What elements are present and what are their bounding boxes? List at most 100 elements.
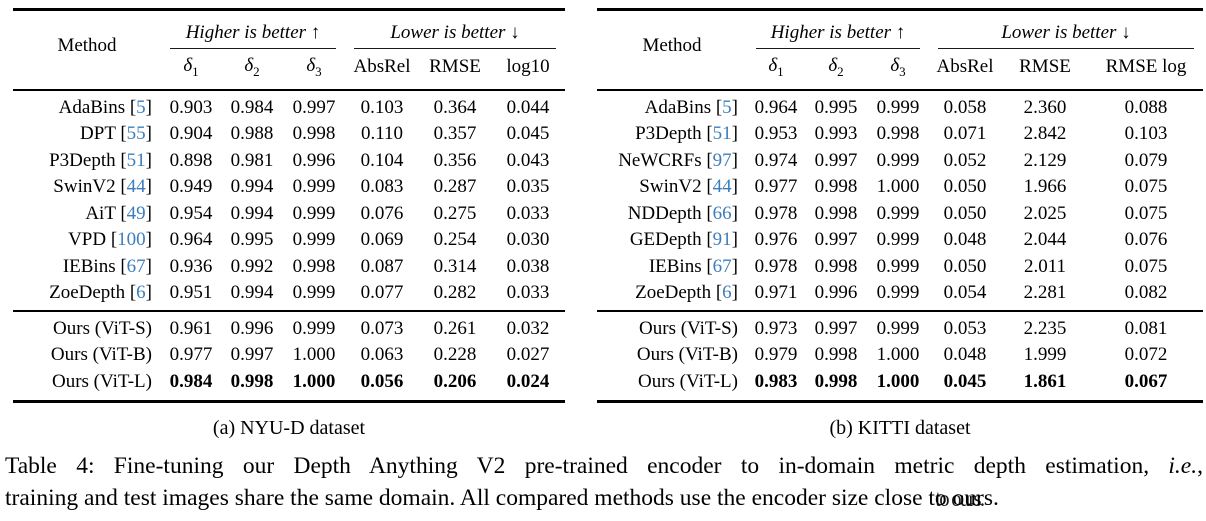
metric-value-cell: 0.953 [754, 123, 798, 145]
metric-value-cell: 0.979 [754, 344, 798, 366]
method-cell: Ours (ViT-S) [53, 317, 152, 339]
method-cell: IEBins [67] [62, 255, 152, 277]
metric-value-cell: 1.000 [876, 370, 920, 392]
metric-value-cell: 0.079 [1124, 149, 1168, 171]
metric-value-cell: 0.357 [433, 123, 477, 145]
metric-header: AbsRel [353, 56, 411, 78]
metric-value-cell: 0.035 [506, 176, 550, 198]
metric-value-cell: 0.999 [876, 149, 920, 171]
metric-value-cell: 0.058 [943, 96, 987, 118]
caption-ie: i.e. [1168, 453, 1198, 479]
group-header-label: Higher is better [770, 22, 896, 43]
citation-link[interactable]: 55 [126, 123, 146, 145]
metric-value-cell: 0.033 [506, 282, 550, 304]
table-row: GEDepth [91] 0.976 0.997 0.999 0.048 2.044 0.0… [597, 227, 1203, 254]
metric-value-cell: 2.235 [1023, 317, 1067, 339]
metric-value-cell: 0.075 [1124, 255, 1168, 277]
metric-value-cell: 0.984 [169, 370, 213, 392]
metric-value-cell: 1.000 [876, 344, 920, 366]
table-row: P3Depth [51] 0.898 0.981 0.996 0.104 0.356 0.0… [13, 148, 565, 175]
method-cell: ZoeDepth [6] [635, 282, 738, 304]
citation-link[interactable]: 51 [712, 123, 732, 145]
group-header-label: Higher is better [185, 22, 311, 43]
metric-value-cell: 1.861 [1023, 370, 1067, 392]
metric-value-cell: 0.045 [506, 123, 550, 145]
metric-value-cell: 0.050 [943, 255, 987, 277]
metric-value-cell: 0.998 [876, 123, 920, 145]
metric-header: δ2 [244, 55, 260, 79]
up-arrow-icon: ↑ [895, 22, 906, 43]
metric-value-cell: 0.997 [230, 344, 274, 366]
metric-value-cell: 0.998 [814, 344, 858, 366]
citation-link[interactable]: 51 [126, 149, 146, 171]
method-cell: SwinV2 [44] [53, 176, 152, 198]
metric-value-cell: 2.044 [1023, 229, 1067, 251]
method-cell: NDDepth [66] [627, 202, 738, 224]
citation-link[interactable]: 44 [712, 176, 732, 198]
metric-value-cell: 2.025 [1023, 202, 1067, 224]
metric-value-cell: 0.287 [433, 176, 477, 198]
metric-value-cell: 0.997 [814, 317, 858, 339]
metric-value-cell: 0.992 [230, 255, 274, 277]
metric-value-cell: 1.966 [1023, 176, 1067, 198]
method-cell: VPD [100] [68, 229, 152, 251]
metric-value-cell: 0.976 [754, 229, 798, 251]
table-row: IEBins [67] 0.978 0.998 0.999 0.050 2.011 0.07… [597, 254, 1203, 281]
metric-value-cell: 0.027 [506, 344, 550, 366]
citation-link[interactable]: 67 [712, 255, 732, 277]
metric-value-cell: 0.995 [230, 229, 274, 251]
method-cell: P3Depth [51] [635, 123, 738, 145]
group-header-higher: Higher is better ↑ [161, 10, 345, 49]
metric-value-cell: 0.971 [754, 282, 798, 304]
metric-value-cell: 0.073 [360, 317, 404, 339]
method-cell: Ours (ViT-L) [637, 370, 738, 392]
metric-value-cell: 2.360 [1023, 96, 1067, 118]
metric-value-cell: 0.076 [1124, 229, 1168, 251]
metric-value-cell: 0.044 [506, 96, 550, 118]
citation-link[interactable]: 67 [126, 255, 146, 277]
citation-link[interactable]: 44 [126, 176, 146, 198]
metric-value-cell: 0.964 [754, 96, 798, 118]
metric-value-cell: 0.951 [169, 282, 213, 304]
citation-link[interactable]: 5 [722, 96, 732, 118]
table-row: DPT [55] 0.904 0.988 0.998 0.110 0.357 0.045 [13, 121, 565, 148]
method-cell: AdaBins [5] [58, 96, 152, 118]
metric-value-cell: 0.903 [169, 96, 213, 118]
metric-value-cell: 0.024 [506, 370, 550, 392]
citation-link[interactable]: 100 [117, 229, 146, 251]
citation-link[interactable]: 91 [712, 229, 732, 251]
table-nyud: Method Higher is better ↑ Lower is better … [13, 8, 566, 404]
metric-value-cell: 0.996 [814, 282, 858, 304]
citation-link[interactable]: 6 [722, 282, 732, 304]
method-cell: AdaBins [5] [644, 96, 738, 118]
metric-value-cell: 0.998 [292, 255, 336, 277]
table-row: NeWCRFs [97] 0.974 0.997 0.999 0.052 2.129 0.0… [597, 148, 1203, 175]
metric-value-cell: 0.999 [876, 282, 920, 304]
table-row: NDDepth [66] 0.978 0.998 0.999 0.050 2.025 0.0… [597, 201, 1203, 228]
metric-value-cell: 0.056 [360, 370, 404, 392]
metric-value-cell: 0.999 [292, 282, 336, 304]
citation-link[interactable]: 49 [126, 202, 146, 224]
table-row: AiT [49] 0.954 0.994 0.999 0.076 0.275 0.033 [13, 201, 565, 228]
metric-value-cell: 0.050 [943, 202, 987, 224]
citation-link[interactable]: 6 [136, 282, 146, 304]
table-row: AdaBins [5] 0.964 0.995 0.999 0.058 2.360 0.08… [597, 90, 1203, 122]
table-row: Ours (ViT-L) 0.984 0.998 1.000 0.056 0.206 0.0… [13, 369, 565, 402]
metric-value-cell: 0.999 [876, 317, 920, 339]
metric-value-cell: 0.075 [1124, 202, 1168, 224]
caption-comma: , [1197, 453, 1203, 479]
citation-link[interactable]: 97 [712, 149, 732, 171]
metric-header: RMSE [429, 56, 481, 78]
method-cell: NeWCRFs [97] [618, 149, 738, 171]
method-cell: GEDepth [91] [629, 229, 738, 251]
metric-value-cell: 0.314 [433, 255, 477, 277]
metric-value-cell: 0.261 [433, 317, 477, 339]
citation-link[interactable]: 66 [712, 202, 732, 224]
metric-value-cell: 0.043 [506, 149, 550, 171]
citation-link[interactable]: 5 [136, 96, 146, 118]
table-row: ZoeDepth [6] 0.971 0.996 0.999 0.054 2.281 0.0… [597, 280, 1203, 311]
metric-value-cell: 0.981 [230, 149, 274, 171]
metric-value-cell: 0.999 [292, 202, 336, 224]
metric-value-cell: 0.997 [292, 96, 336, 118]
metric-value-cell: 0.994 [230, 202, 274, 224]
